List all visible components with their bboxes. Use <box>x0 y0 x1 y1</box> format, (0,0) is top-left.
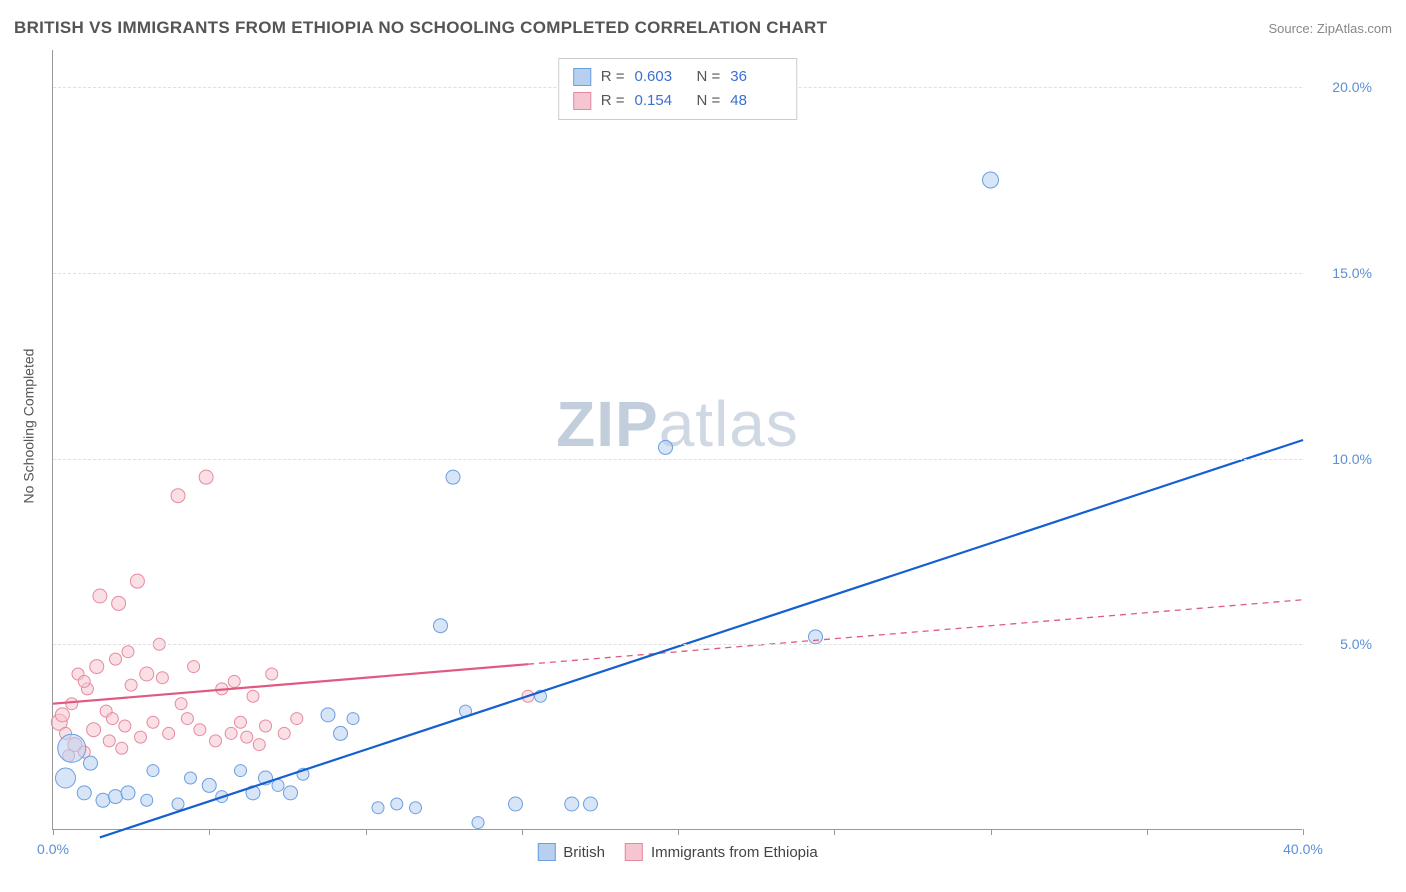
chart-source: Source: ZipAtlas.com <box>1268 21 1392 36</box>
source-prefix: Source: <box>1268 21 1316 36</box>
source-name: ZipAtlas.com <box>1317 21 1392 36</box>
legend-stats-row-ethiopia: R = 0.154 N = 48 <box>573 89 783 113</box>
n-label: N = <box>697 65 721 89</box>
ytick-label: 10.0% <box>1312 451 1372 467</box>
swatch-ethiopia <box>573 92 591 110</box>
legend-label-ethiopia: Immigrants from Ethiopia <box>651 844 818 861</box>
r-label: R = <box>601 89 625 113</box>
n-label: N = <box>697 89 721 113</box>
legend-series: British Immigrants from Ethiopia <box>537 843 817 861</box>
n-value-british: 36 <box>730 65 782 89</box>
xtick-label: 0.0% <box>37 841 69 857</box>
chart-title: BRITISH VS IMMIGRANTS FROM ETHIOPIA NO S… <box>14 18 827 38</box>
swatch-british <box>537 843 555 861</box>
ytick-label: 15.0% <box>1312 265 1372 281</box>
xtick-label: 40.0% <box>1283 841 1323 857</box>
n-value-ethiopia: 48 <box>730 89 782 113</box>
legend-label-british: British <box>563 844 605 861</box>
swatch-british <box>573 68 591 86</box>
plot-area: ZIPatlas R = 0.603 N = 36 R = 0.154 N = … <box>52 50 1302 830</box>
swatch-ethiopia <box>625 843 643 861</box>
legend-item-british: British <box>537 843 605 861</box>
r-value-british: 0.603 <box>635 65 687 89</box>
r-value-ethiopia: 0.154 <box>635 89 687 113</box>
legend-stats: R = 0.603 N = 36 R = 0.154 N = 48 <box>558 58 798 120</box>
legend-item-ethiopia: Immigrants from Ethiopia <box>625 843 818 861</box>
chart-svg <box>53 50 1302 829</box>
r-label: R = <box>601 65 625 89</box>
ytick-label: 5.0% <box>1312 636 1372 652</box>
ytick-label: 20.0% <box>1312 79 1372 95</box>
y-axis-label: No Schooling Completed <box>20 349 36 504</box>
legend-stats-row-british: R = 0.603 N = 36 <box>573 65 783 89</box>
